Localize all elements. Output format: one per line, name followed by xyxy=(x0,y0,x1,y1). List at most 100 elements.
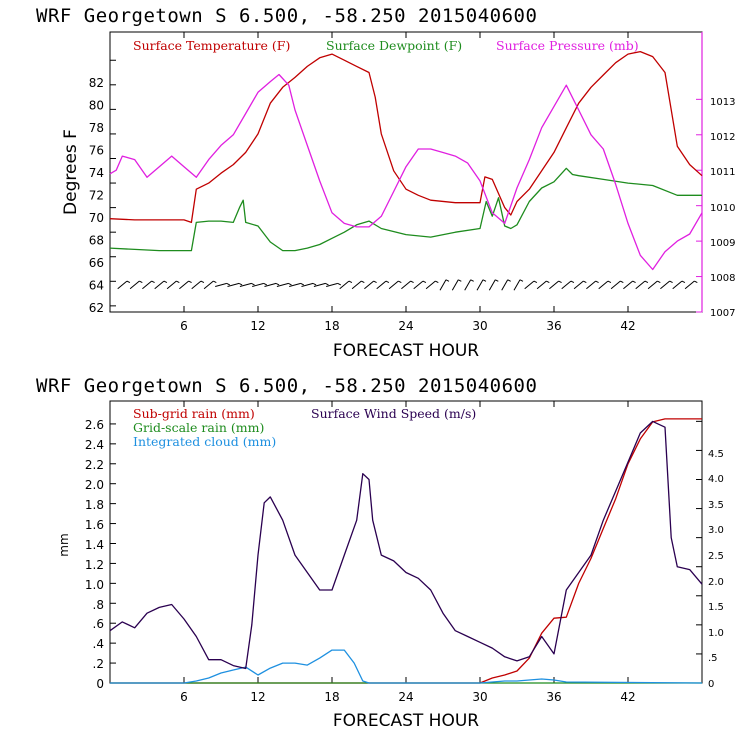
x-tick-label: 24 xyxy=(398,319,413,333)
wind-barb xyxy=(239,282,252,287)
wind-barb xyxy=(413,280,424,290)
wind-barb xyxy=(376,280,387,290)
y2-tick-label: 1011 xyxy=(710,167,735,178)
x-tick-label: 42 xyxy=(620,690,635,704)
wind-barb-flag xyxy=(325,282,329,286)
y2-tick-label: 3.0 xyxy=(708,525,724,536)
wind-barb-flag xyxy=(507,279,511,282)
subgrid-rain-line xyxy=(110,418,702,684)
wind-barb xyxy=(598,280,609,290)
x-ticks: 6 12 18 24 30 36 42 xyxy=(180,690,635,704)
wind-barb xyxy=(635,280,646,290)
y-axis-label: Degrees F xyxy=(61,129,81,215)
wind-barb xyxy=(326,282,338,287)
wind-barb-flag xyxy=(410,280,414,284)
x-tick-label: 42 xyxy=(620,319,635,333)
y2-tick-label: .5 xyxy=(708,653,718,664)
x-tick-label: 24 xyxy=(398,690,413,704)
wind-barb xyxy=(513,279,521,291)
wind-barb xyxy=(488,279,496,291)
wind-barb xyxy=(364,280,374,290)
y-tick-label: 1.8 xyxy=(85,498,104,512)
y-tick-label: 2.4 xyxy=(85,438,104,452)
y-tick-label: .4 xyxy=(93,637,104,651)
y-tick-label: 1.6 xyxy=(85,518,104,532)
legend-subgrid-rain: Sub-grid rain (mm) xyxy=(133,406,255,421)
wind-barb xyxy=(252,282,264,287)
wind-barb-flag xyxy=(620,280,624,284)
y-tick-label: 70 xyxy=(89,211,104,225)
wind-barb-flag xyxy=(163,280,168,284)
wind-barb xyxy=(339,280,350,290)
wind-barb xyxy=(536,280,547,290)
x-tick-label: 18 xyxy=(324,690,339,704)
y2-tick-label: 1.0 xyxy=(708,628,724,639)
x-tick-label: 12 xyxy=(250,690,265,704)
wind-barb xyxy=(476,279,484,291)
wind-barb xyxy=(401,280,411,290)
wind-barb-flag xyxy=(681,280,686,284)
y-tick-label: 74 xyxy=(89,166,104,180)
wind-barb xyxy=(154,280,165,290)
y-tick-label: 0 xyxy=(96,677,104,691)
wind-barb-flag xyxy=(546,280,550,284)
x-tick-label: 30 xyxy=(472,690,487,704)
wind-barb-flag xyxy=(251,282,255,286)
wind-barb xyxy=(561,280,572,290)
wind-barb-flag xyxy=(595,280,599,284)
wind-barb xyxy=(264,282,277,287)
wind-barb xyxy=(586,280,596,290)
precip-chart: WRF Georgetown S 6.500, -58.250 20150406… xyxy=(36,375,724,731)
y-tick-label: 2.0 xyxy=(85,478,104,492)
wind-barb xyxy=(549,280,559,290)
wind-barb xyxy=(623,280,633,290)
cloud-line xyxy=(110,649,703,684)
y-axis-label: mm xyxy=(57,533,71,556)
y2-tick-label: 1007 xyxy=(710,308,735,319)
x-tick-label: 6 xyxy=(180,319,188,333)
wind-barb-flag xyxy=(495,279,499,282)
tick-marks xyxy=(110,32,702,313)
legend-dewpoint: Surface Dewpoint (F) xyxy=(326,38,462,53)
wind-barb xyxy=(464,279,472,291)
y-tick-label: 1.2 xyxy=(85,558,104,572)
x-tick-label: 18 xyxy=(324,319,339,333)
y2-tick-label: 1.5 xyxy=(708,602,724,613)
wind-barb-flag xyxy=(288,282,292,286)
y-tick-label: 82 xyxy=(89,76,104,90)
wind-barb xyxy=(610,280,621,290)
legend-temperature: Surface Temperature (F) xyxy=(133,38,290,53)
legend: Surface Temperature (F) Surface Dewpoint… xyxy=(133,38,639,53)
x-ticks: 6 12 18 24 30 36 42 xyxy=(180,319,635,333)
y2-tick-label: 2.5 xyxy=(708,551,724,562)
wind-barb-flag xyxy=(263,282,268,286)
legend-grid-rain: Grid-scale rain (mm) xyxy=(133,420,264,435)
y-tick-label: 78 xyxy=(89,121,104,135)
wind-barb-flag xyxy=(435,280,439,284)
wind-barb-flag xyxy=(348,280,353,284)
plot-frame xyxy=(109,31,703,313)
wind-barbs xyxy=(117,279,698,291)
wind-barb xyxy=(313,282,326,287)
y-tick-label: .8 xyxy=(93,598,104,612)
x-tick-label: 36 xyxy=(546,690,561,704)
wind-barb-flag xyxy=(558,280,562,284)
y2-tick-label: 1009 xyxy=(710,238,735,249)
wind-barb-flag xyxy=(238,282,243,286)
wind-barb-flag xyxy=(275,282,280,286)
wind-barb xyxy=(276,282,289,287)
wind-barb xyxy=(647,280,658,290)
wind-barb xyxy=(451,279,459,291)
y2-tick-label: 4.5 xyxy=(708,449,724,460)
wind-barb xyxy=(388,280,399,290)
wind-barb-flag xyxy=(669,280,673,284)
wind-barb-flag xyxy=(337,282,342,286)
y2-tick-label: 0 xyxy=(708,679,714,690)
wind-barb-flag xyxy=(398,280,402,284)
wind-barb xyxy=(289,282,301,287)
wind-barb-flag xyxy=(139,280,143,284)
wind-barb xyxy=(227,282,240,287)
wind-barb-flag xyxy=(694,280,698,284)
wind-barb-flag xyxy=(644,280,649,284)
